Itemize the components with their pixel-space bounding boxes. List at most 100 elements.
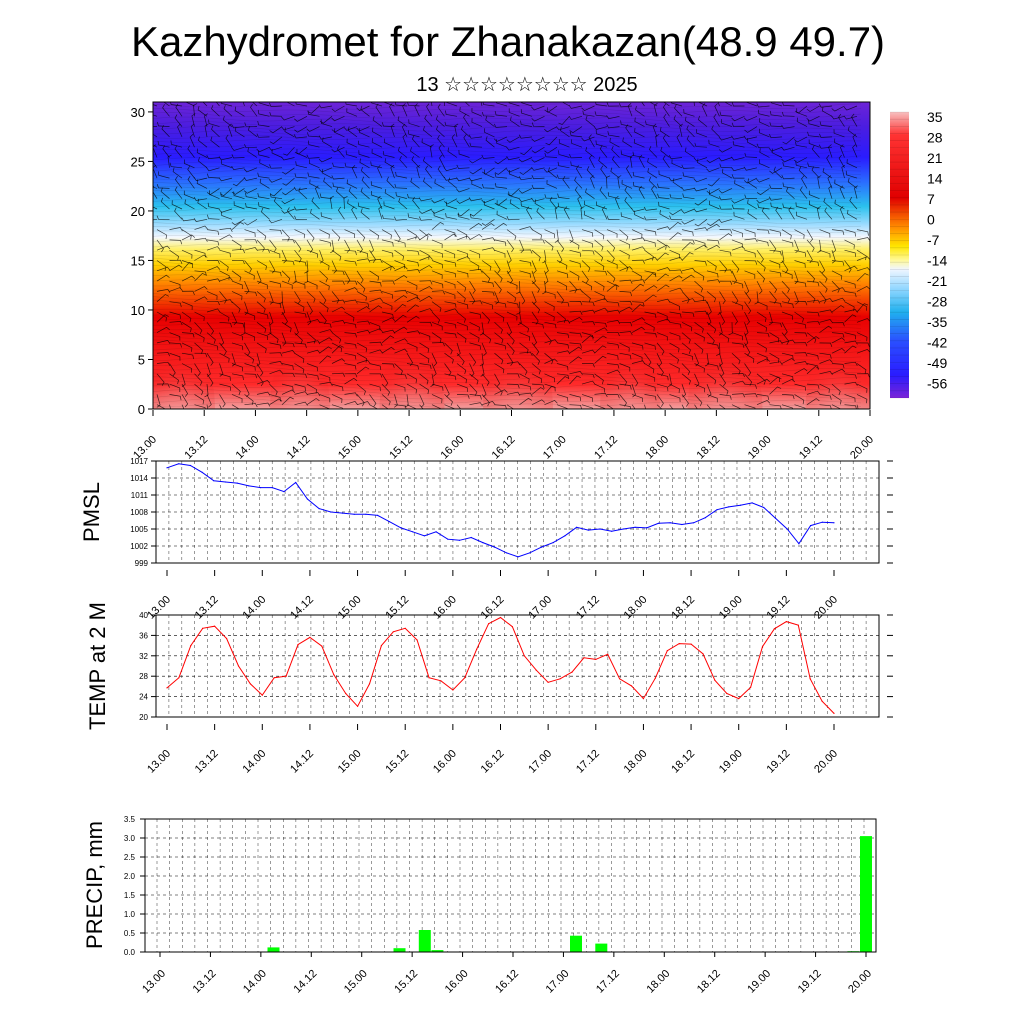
wind-barb [419, 233, 433, 241]
wind-barb [406, 315, 420, 323]
wind-barb [506, 270, 514, 284]
wind-barb [644, 363, 655, 374]
wind-barb [581, 239, 593, 248]
wind-barb [444, 260, 457, 267]
pmsl-point [341, 512, 344, 514]
temp2m-frame [155, 614, 880, 718]
wind-barb [844, 314, 857, 323]
pmsl-point [634, 526, 636, 528]
wind-barb [631, 270, 642, 281]
wind-barb [269, 136, 283, 145]
wind-barb [381, 373, 389, 387]
colorbar-label: -42 [927, 335, 947, 351]
wind-barb [656, 226, 671, 231]
wind-barb [719, 269, 733, 274]
temp2m-point [404, 627, 406, 629]
heat-y-tick-label: 30 [131, 105, 145, 120]
wind-barb [269, 280, 282, 288]
wind-barb [581, 301, 595, 307]
wind-barb [244, 143, 258, 149]
wind-barb [194, 270, 207, 276]
wind-barb [606, 115, 620, 120]
wind-barb [156, 340, 171, 344]
wind-barb [719, 404, 726, 409]
wind-barb [258, 202, 270, 210]
wind-barb [794, 229, 805, 239]
wind-barb [231, 154, 245, 159]
wind-barb [456, 177, 470, 182]
wind-barb [157, 141, 170, 148]
wind-barb [351, 165, 358, 179]
wind-barb [281, 280, 293, 290]
wind-barb [756, 239, 769, 247]
wind-barb [382, 151, 395, 158]
temp2m-point [440, 680, 442, 682]
pmsl-point [260, 487, 262, 489]
wind-barb [419, 280, 433, 285]
wind-barb [781, 111, 795, 117]
contour-line [153, 272, 862, 279]
contour-line [153, 379, 862, 386]
wind-barb [331, 229, 341, 242]
wind-barb [431, 208, 445, 214]
wind-barb [281, 301, 286, 315]
wind-barb [469, 208, 483, 217]
wind-barb [819, 371, 833, 375]
colorbar-label: -35 [927, 314, 947, 330]
heat-x-tick-label: 20.00 [848, 434, 876, 462]
wind-barb [781, 311, 793, 320]
wind-barb [319, 373, 331, 382]
wind-barb [844, 345, 857, 354]
wind-barb [756, 249, 764, 263]
wind-barb [731, 229, 743, 238]
wind-barb [631, 279, 646, 284]
wind-barb [456, 352, 465, 366]
wind-barb [756, 198, 770, 204]
wind-barb [594, 373, 604, 385]
contour-line [153, 352, 862, 359]
wind-barb [599, 145, 608, 158]
wind-barb [731, 393, 746, 398]
wind-barb [231, 188, 245, 195]
wind-barb [506, 361, 521, 366]
wind-barb [356, 280, 366, 293]
wind-barb [806, 363, 819, 370]
wind-barb [856, 383, 868, 393]
wind-barb [231, 394, 243, 403]
wind-barb [844, 394, 856, 403]
pmsl-point [330, 511, 332, 513]
temp2m-x-tick-label: 19.00 [717, 748, 745, 776]
wind-barb [781, 229, 792, 240]
wind-barb [174, 114, 183, 127]
wind-barb [644, 373, 656, 382]
wind-barb [444, 229, 456, 238]
wind-barb [847, 177, 858, 189]
wind-barb [344, 311, 355, 322]
temp2m-x-tick-label: 13.12 [193, 748, 221, 776]
wind-barb [806, 352, 819, 360]
wind-barb [651, 185, 658, 199]
wind-barb [782, 162, 795, 169]
wind-barb [531, 363, 541, 375]
temp2m-point [380, 645, 382, 647]
contour-line [153, 148, 862, 155]
contour-line [153, 312, 862, 319]
warm-cell [805, 339, 870, 409]
wind-barb [731, 135, 745, 140]
wind-barb [606, 320, 621, 325]
wind-barb [819, 404, 832, 409]
wind-barb [744, 280, 750, 295]
wind-barb [394, 348, 408, 354]
wind-barb [256, 239, 265, 252]
wind-barb [569, 332, 582, 338]
wind-barb [344, 342, 357, 349]
pmsl-x-tick-label: 18.12 [669, 594, 697, 622]
wind-barb [244, 247, 258, 251]
colorbar-label: 7 [927, 191, 935, 207]
wind-barb [634, 117, 645, 127]
wind-barb [210, 136, 220, 148]
wind-barb [394, 303, 407, 313]
wind-barb [483, 201, 495, 210]
wind-barb [225, 134, 233, 148]
temp2m-point [226, 637, 228, 640]
